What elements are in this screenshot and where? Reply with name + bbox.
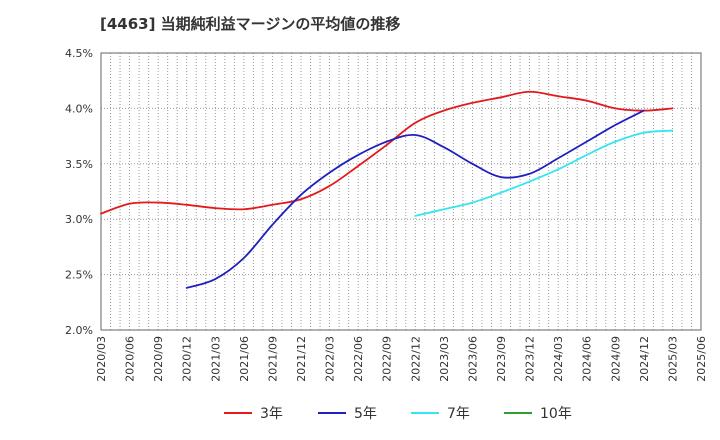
x-tick-label: 2021/03 [209, 336, 222, 382]
legend-label: 5年 [354, 406, 377, 422]
x-tick-label: 2024/09 [609, 336, 622, 382]
y-tick-label: 4.0% [65, 102, 93, 115]
x-tick-label: 2024/03 [552, 336, 565, 382]
y-tick-label: 3.5% [65, 158, 93, 171]
legend-layer: 3年 5年 7年 10年 [224, 406, 572, 422]
legend-label: 3年 [260, 406, 283, 422]
axis-layer: 2.0% 2.5% 3.0% 3.5% 4.0% 4.5% 2020/03 2020/06 20… [65, 47, 708, 382]
x-tick-label: 2022/12 [409, 336, 422, 382]
x-tick-label: 2020/06 [124, 336, 137, 382]
x-tick-label: 2023/09 [495, 336, 508, 382]
y-tick-label: 2.0% [65, 324, 93, 337]
x-tick-label: 2023/12 [524, 336, 537, 382]
x-tick-label: 2022/09 [381, 336, 394, 382]
chart-title: [4463] 当期純利益マージンの平均値の推移 [100, 15, 401, 33]
x-tick-label: 2023/03 [438, 336, 451, 382]
x-tick-label: 2023/06 [466, 336, 479, 382]
series-line-5年 [185, 109, 645, 289]
grid-layer [100, 52, 702, 331]
x-tick-label: 2021/09 [266, 336, 279, 382]
x-tick-label: 2025/06 [695, 336, 708, 382]
y-tick-label: 2.5% [65, 269, 93, 282]
series-line-3年 [100, 90, 674, 215]
series-layer [100, 90, 674, 289]
x-tick-label: 2024/06 [581, 336, 594, 382]
x-tick-label: 2020/03 [95, 336, 108, 382]
plot-frame [100, 52, 702, 331]
legend-label: 10年 [540, 406, 572, 422]
plot-area [101, 53, 701, 330]
x-tick-label: 2022/06 [352, 336, 365, 382]
x-tick-label: 2021/12 [295, 336, 308, 382]
x-tick-label: 2022/03 [324, 336, 337, 382]
x-tick-label: 2020/09 [152, 336, 165, 382]
x-tick-label: 2021/06 [238, 336, 251, 382]
x-tick-label: 2020/12 [181, 336, 194, 382]
x-tick-label: 2025/03 [666, 336, 679, 382]
series-line-7年 [414, 129, 674, 217]
y-tick-label: 4.5% [65, 47, 93, 60]
x-tick-label: 2024/12 [638, 336, 651, 382]
legend-label: 7年 [447, 406, 470, 422]
y-tick-label: 3.0% [65, 213, 93, 226]
